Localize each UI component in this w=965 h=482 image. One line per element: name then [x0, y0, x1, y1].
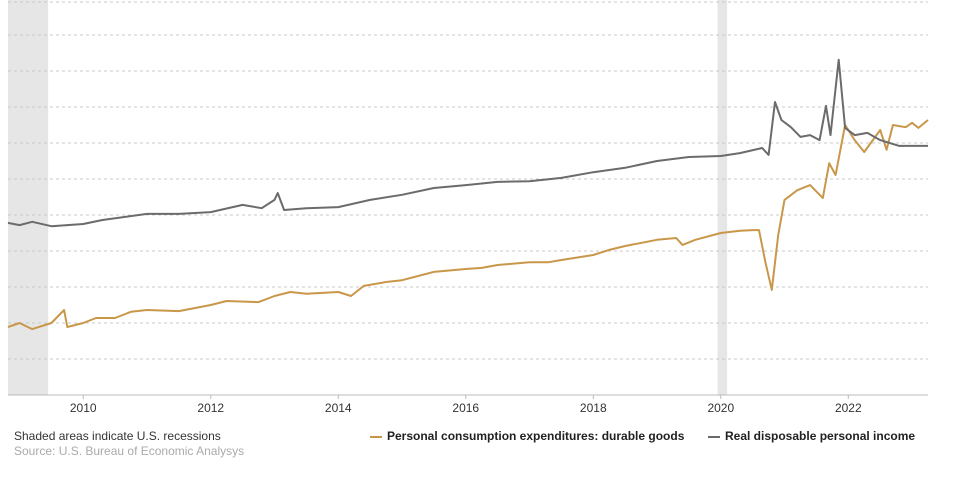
x-tick-label: 2014 [325, 401, 352, 415]
series-line [7, 119, 929, 331]
recession-note: Shaded areas indicate U.S. recessions [14, 429, 221, 443]
x-tick-label: 2020 [707, 401, 734, 415]
x-tick-label: 2022 [835, 401, 862, 415]
x-tick-label: 2012 [197, 401, 224, 415]
legend-item: Real disposable personal income [708, 429, 915, 443]
series-line [7, 58, 928, 228]
recession-band [8, 0, 49, 395]
legend-label: Real disposable personal income [725, 429, 915, 443]
x-tick-label: 2016 [452, 401, 479, 415]
legend-label: Personal consumption expenditures: durab… [387, 429, 685, 443]
legend-item: Personal consumption expenditures: durab… [370, 429, 685, 443]
x-tick-label: 2010 [70, 401, 97, 415]
recession-band [717, 0, 728, 395]
plot-background [8, 0, 928, 396]
source: Source: U.S. Bureau of Economic Analysys [14, 444, 244, 458]
x-tick-label: 2018 [580, 401, 607, 415]
